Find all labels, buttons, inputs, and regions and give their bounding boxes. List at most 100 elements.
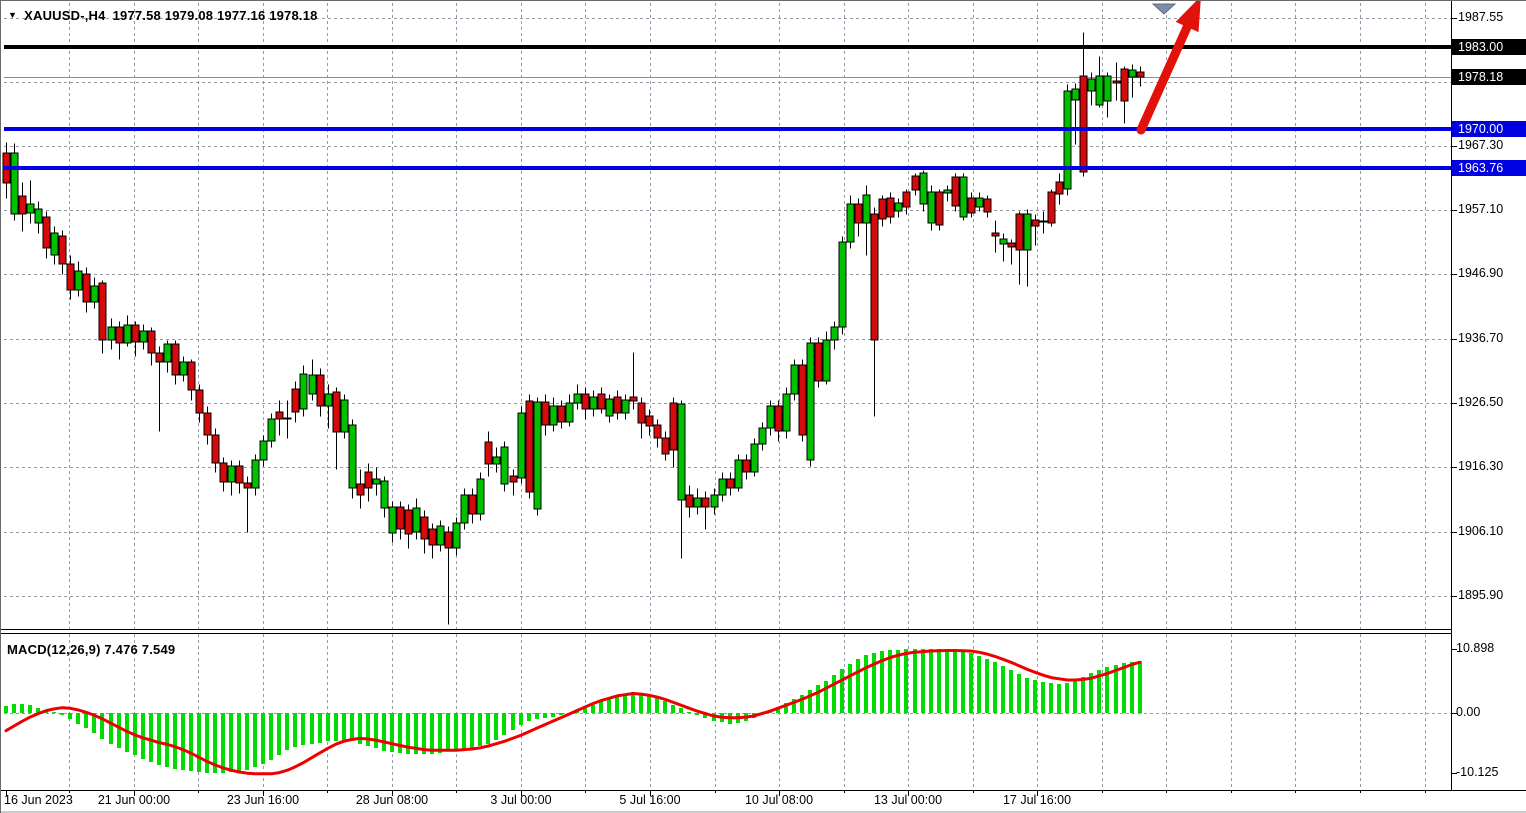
candle <box>299 373 308 410</box>
symbol-dropdown-icon[interactable]: ▼ <box>8 10 18 20</box>
candle <box>10 152 19 215</box>
candle <box>661 437 670 455</box>
candle <box>500 446 509 485</box>
candle <box>139 330 148 343</box>
candle <box>790 364 799 395</box>
candlestick-series <box>2 32 1145 625</box>
panel-frame <box>1 1 1526 796</box>
candle <box>235 465 244 484</box>
down-triangle-marker[interactable] <box>1151 3 1177 15</box>
macd-axis-label: 10.898 <box>1456 640 1495 655</box>
candle <box>388 506 397 534</box>
candle <box>830 326 839 341</box>
price-axis-label: 1967.30 <box>1458 137 1504 152</box>
candle <box>356 483 365 496</box>
candle <box>967 197 976 214</box>
ohlc-values: 1977.58 1979.08 1977.16 1978.18 <box>112 8 318 23</box>
candle <box>291 388 300 413</box>
candle <box>26 203 35 214</box>
price-axis-label: 1987.55 <box>1458 9 1504 24</box>
candle <box>1071 88 1080 101</box>
candle <box>82 273 91 303</box>
candle <box>195 389 204 414</box>
price-axis-label: 1946.90 <box>1458 266 1504 281</box>
candle <box>581 393 590 410</box>
candle <box>525 400 534 493</box>
candle <box>123 324 132 344</box>
candle <box>1103 75 1112 102</box>
candle <box>98 282 107 341</box>
candle <box>621 399 630 414</box>
candle <box>597 393 606 410</box>
price-level-badge: 1963.76 <box>1452 159 1526 176</box>
candle <box>364 471 373 489</box>
candle <box>822 339 831 382</box>
candle <box>517 412 526 479</box>
current-price-badge: 1978.18 <box>1452 68 1526 85</box>
candle <box>613 396 622 414</box>
candle <box>404 509 413 535</box>
candle <box>1055 181 1064 195</box>
candle <box>74 270 83 291</box>
price-level-badge: 1983.00 <box>1452 38 1526 55</box>
level-line-1970.00[interactable] <box>4 127 1451 131</box>
candle <box>605 398 614 417</box>
candle <box>492 456 501 465</box>
candle <box>1007 242 1016 248</box>
macd-axis-label: -10.125 <box>1456 764 1499 779</box>
candle <box>147 330 156 354</box>
candle <box>227 465 236 483</box>
candle <box>1023 213 1032 251</box>
time-axis-label: 16 Jun 2023 <box>4 793 73 807</box>
candle <box>1095 75 1104 106</box>
candle <box>814 342 823 382</box>
candle <box>589 396 598 410</box>
candle <box>1063 90 1072 190</box>
candle <box>420 516 429 540</box>
level-line-1963.76[interactable] <box>4 166 1451 170</box>
macd-axis-label: 0.00 <box>1456 705 1481 719</box>
price-axis-label: 1906.10 <box>1458 523 1504 538</box>
candle <box>1039 220 1048 223</box>
candle <box>283 417 292 420</box>
candle <box>935 191 944 226</box>
candle <box>308 374 317 395</box>
candle <box>782 393 791 432</box>
candle <box>541 401 550 426</box>
candle <box>983 198 992 213</box>
candle <box>332 391 341 433</box>
candle <box>1112 80 1121 84</box>
time-axis-label: 10 Jul 08:00 <box>744 793 814 807</box>
time-axis-label: 21 Jun 00:00 <box>97 793 171 807</box>
candle <box>444 531 453 549</box>
level-line-1983.00[interactable] <box>4 45 1451 49</box>
candle <box>806 342 815 461</box>
candle <box>726 478 735 489</box>
candle <box>959 176 968 218</box>
candle <box>701 497 710 508</box>
candle <box>629 396 638 402</box>
candle <box>1120 68 1129 102</box>
candle <box>742 459 751 473</box>
candle <box>163 343 172 363</box>
candle <box>187 361 196 391</box>
candle <box>90 285 99 303</box>
candle <box>316 374 325 407</box>
candle <box>211 434 220 464</box>
candle <box>452 522 461 549</box>
candle <box>710 494 719 508</box>
candle <box>991 232 1000 237</box>
time-axis-label: 28 Jun 08:00 <box>355 793 429 807</box>
candle <box>203 412 212 436</box>
candle <box>372 478 381 485</box>
candle <box>758 427 767 445</box>
symbol-period-label: XAUUSD-,H4 <box>24 8 106 23</box>
candle <box>870 213 879 341</box>
candle <box>484 441 493 465</box>
candle <box>1079 75 1088 173</box>
trend-arrow[interactable] <box>1136 1 1201 135</box>
candle <box>862 194 871 224</box>
macd-indicator-label: MACD(12,26,9) 7.476 7.549 <box>7 642 176 657</box>
